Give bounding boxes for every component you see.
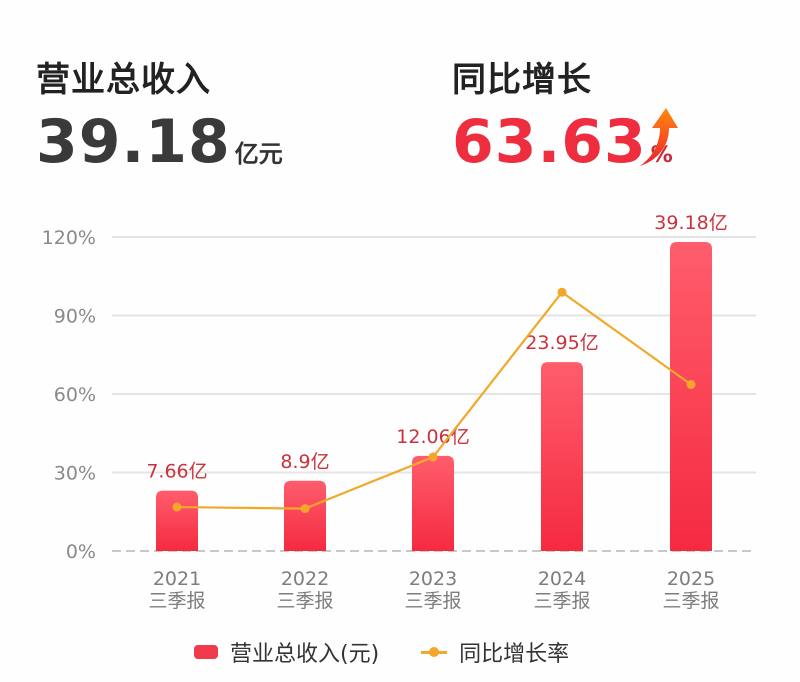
revenue-bar[interactable] — [670, 242, 712, 551]
bar-data-label: 8.9亿 — [280, 451, 329, 473]
x-tick-period: 三季报 — [148, 590, 205, 612]
y-tick-label: 120% — [42, 227, 96, 249]
x-tick-year: 2025 — [667, 568, 715, 590]
revenue-bar[interactable] — [284, 480, 326, 551]
growth-kpi-title: 同比增长 — [452, 60, 592, 100]
legend-item-revenue[interactable]: 营业总收入(元) — [194, 636, 379, 668]
revenue-kpi-unit: 亿元 — [234, 140, 283, 168]
bar-series: 7.66亿 8.9亿 12.06亿 23.95亿 39.18亿 — [146, 212, 728, 551]
growth-point[interactable] — [557, 287, 567, 297]
x-tick-period: 三季报 — [662, 590, 719, 612]
legend-revenue-label: 营业总收入(元) — [230, 642, 380, 667]
growth-kpi: 同比增长 63.63 % — [452, 52, 673, 177]
line-series — [172, 287, 696, 514]
bar-data-label: 23.95亿 — [525, 332, 598, 354]
x-tick-period: 三季报 — [276, 590, 333, 612]
revenue-kpi-title: 营业总收入 — [36, 60, 211, 100]
revenue-bar[interactable] — [156, 490, 198, 551]
bar-data-label: 12.06亿 — [396, 426, 469, 448]
growth-point[interactable] — [300, 504, 310, 514]
y-tick-label: 0% — [66, 541, 96, 563]
growth-point[interactable] — [428, 452, 438, 462]
chart-legend: 营业总收入(元) 同比增长率 — [194, 636, 569, 668]
revenue-bar[interactable] — [541, 362, 583, 551]
revenue-kpi-value: 39.18 — [36, 107, 231, 177]
y-tick-label: 90% — [54, 306, 96, 328]
y-tick-label: 60% — [54, 384, 96, 406]
y-axis: 0% 30% 60% 90% 120% — [42, 227, 96, 563]
bar-data-label: 7.66亿 — [146, 461, 207, 483]
growth-kpi-value: 63.63 — [452, 107, 647, 177]
x-tick-year: 2022 — [281, 568, 329, 590]
bar-data-label: 39.18亿 — [654, 212, 727, 234]
x-tick-year: 2021 — [153, 568, 201, 590]
revenue-bar[interactable] — [412, 455, 454, 551]
x-tick-year: 2023 — [409, 568, 457, 590]
x-tick-year: 2024 — [538, 568, 586, 590]
x-tick-period: 三季报 — [404, 590, 461, 612]
legend-item-growth[interactable]: 同比增长率 — [421, 636, 569, 668]
growth-point[interactable] — [172, 502, 182, 512]
up-arrow-icon — [640, 108, 678, 166]
legend-growth-label: 同比增长率 — [459, 642, 570, 667]
revenue-kpi: 营业总收入 39.18 亿元 — [36, 52, 283, 177]
legend-bar-swatch — [194, 645, 218, 659]
x-tick-period: 三季报 — [533, 590, 590, 612]
legend-line-swatch — [421, 645, 448, 659]
growth-point[interactable] — [686, 380, 696, 390]
y-tick-label: 30% — [54, 463, 96, 485]
